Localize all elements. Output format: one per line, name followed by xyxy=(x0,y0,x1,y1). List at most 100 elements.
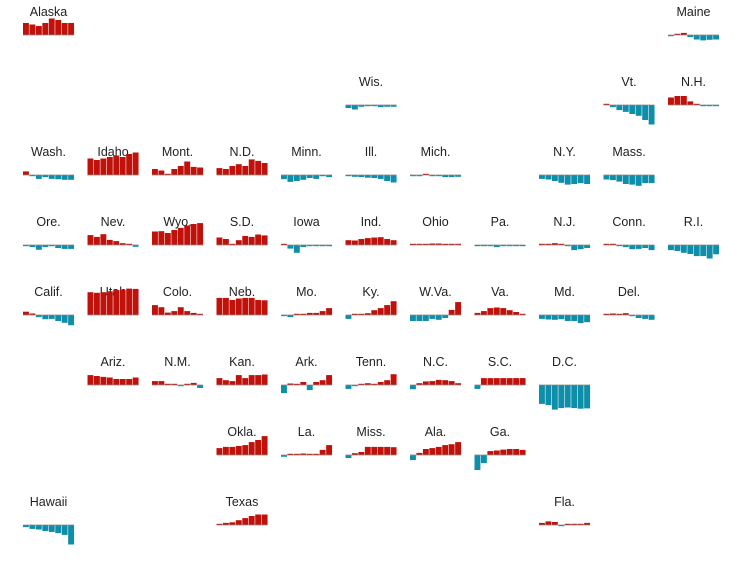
bar-mass-5 xyxy=(629,175,636,185)
state-tile-w-va: W.Va. xyxy=(410,285,462,321)
bar-tenn-7 xyxy=(384,380,391,385)
bar-d-c-1 xyxy=(539,385,545,404)
bar-alaska-7 xyxy=(61,23,68,35)
bar-hawaii-7 xyxy=(61,525,68,535)
bar-miss-1 xyxy=(345,455,352,458)
state-tile-maine: Maine xyxy=(668,5,720,41)
bar-minn-8 xyxy=(326,175,333,178)
bar-minn-4 xyxy=(300,175,307,180)
bar-nev-3 xyxy=(100,234,107,245)
bar-colo-6 xyxy=(184,311,191,315)
bar-w-va-4 xyxy=(429,315,436,319)
bar-hawaii-8 xyxy=(68,525,75,545)
bar-kan-1 xyxy=(216,378,223,385)
bar-ill-4 xyxy=(364,175,371,178)
bar-vt-2 xyxy=(609,105,616,108)
bar-mass-3 xyxy=(616,175,623,182)
bar-del-1 xyxy=(603,313,610,315)
bar-tenn-3 xyxy=(358,383,365,385)
state-tile-va: Va. xyxy=(474,285,526,316)
bar-miss-8 xyxy=(390,447,397,455)
state-label-okla: Okla. xyxy=(227,425,256,439)
bar-ind-8 xyxy=(390,240,397,245)
bar-iowa-6 xyxy=(313,245,320,247)
bar-va-7 xyxy=(513,312,520,315)
state-label-iowa: Iowa xyxy=(293,215,319,229)
bar-w-va-1 xyxy=(410,315,416,321)
bar-hawaii-6 xyxy=(55,525,62,534)
bar-n-h-8 xyxy=(713,105,720,107)
bar-mont-1 xyxy=(152,169,158,175)
bar-ariz-4 xyxy=(106,377,113,385)
bar-va-8 xyxy=(519,313,526,315)
bar-texas-2 xyxy=(222,522,229,525)
state-label-pa: Pa. xyxy=(491,215,510,229)
state-label-miss: Miss. xyxy=(356,425,385,439)
bar-kan-4 xyxy=(235,375,242,385)
bar-wyo-4 xyxy=(171,230,178,245)
bar-mich-7 xyxy=(448,175,455,178)
bar-n-h-4 xyxy=(687,101,694,105)
state-label-hawaii: Hawaii xyxy=(30,495,68,509)
bar-maine-7 xyxy=(706,35,713,40)
bar-ky-5 xyxy=(371,310,378,315)
bar-mass-7 xyxy=(642,175,649,184)
bar-pa-6 xyxy=(506,245,513,247)
bar-ga-7 xyxy=(513,449,520,455)
bar-r-i-2 xyxy=(674,245,681,251)
state-tile-colo: Colo. xyxy=(152,285,204,316)
bar-conn-7 xyxy=(642,245,649,248)
state-label-ga: Ga. xyxy=(490,425,510,439)
bar-la-8 xyxy=(326,445,333,455)
bar-idaho-7 xyxy=(126,154,133,175)
bar-fla-1 xyxy=(539,522,545,525)
state-label-wis: Wis. xyxy=(359,75,383,89)
state-tile-nev: Nev. xyxy=(87,215,139,247)
state-tile-minn: Minn. xyxy=(281,145,333,182)
bar-ohio-5 xyxy=(435,243,442,245)
state-label-mont: Mont. xyxy=(162,145,193,159)
bar-n-c-2 xyxy=(416,383,423,385)
bar-n-m-6 xyxy=(184,383,191,385)
state-tile-neb: Neb. xyxy=(216,285,268,316)
bar-minn-5 xyxy=(306,175,313,178)
bar-okla-3 xyxy=(229,446,236,455)
bar-fla-8 xyxy=(584,522,591,525)
bar-fla-4 xyxy=(558,525,565,527)
bar-kan-2 xyxy=(222,380,229,385)
state-tile-wyo: Wyo. xyxy=(152,215,204,246)
bar-calif-3 xyxy=(35,315,42,318)
bar-mo-8 xyxy=(326,308,333,315)
bar-s-c-7 xyxy=(513,378,520,385)
bar-n-h-1 xyxy=(668,97,674,105)
bar-s-d-8 xyxy=(261,235,268,245)
bar-mo-5 xyxy=(306,312,313,315)
bar-ark-2 xyxy=(287,383,294,385)
bar-s-d-3 xyxy=(229,243,236,245)
bar-n-d-7 xyxy=(255,160,262,175)
bar-alaska-6 xyxy=(55,20,62,35)
bar-pa-7 xyxy=(513,245,520,247)
bar-minn-7 xyxy=(319,175,326,177)
bar-md-1 xyxy=(539,315,545,319)
bar-la-3 xyxy=(293,453,300,455)
bar-w-va-8 xyxy=(455,302,462,315)
bar-maine-8 xyxy=(713,35,720,40)
bar-utah-1 xyxy=(87,292,94,315)
bar-ky-3 xyxy=(358,313,365,315)
bar-ark-6 xyxy=(313,382,320,385)
bar-ind-1 xyxy=(345,240,352,245)
state-tile-calif: Calif. xyxy=(23,285,75,326)
bar-neb-6 xyxy=(248,297,255,315)
bar-del-4 xyxy=(622,313,629,315)
state-tile-ill: Ill. xyxy=(345,145,397,183)
bar-minn-3 xyxy=(293,175,300,181)
bar-mo-4 xyxy=(300,313,307,315)
bar-la-2 xyxy=(287,453,294,455)
bar-colo-4 xyxy=(171,311,178,315)
bar-ala-4 xyxy=(429,448,436,455)
state-label-colo: Colo. xyxy=(163,285,192,299)
bar-md-8 xyxy=(584,315,591,323)
bar-mo-1 xyxy=(281,315,287,317)
